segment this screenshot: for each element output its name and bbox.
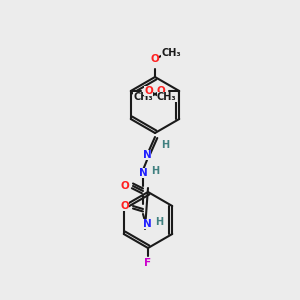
Text: N: N	[142, 219, 152, 229]
Text: H: H	[155, 217, 163, 227]
Text: F: F	[144, 258, 152, 268]
Text: H: H	[151, 166, 159, 176]
Text: H: H	[161, 140, 169, 150]
Text: O: O	[144, 86, 153, 96]
Text: O: O	[151, 54, 159, 64]
Text: O: O	[121, 181, 129, 191]
Text: CH₃: CH₃	[161, 48, 181, 58]
Text: N: N	[142, 150, 152, 160]
Text: CH₃: CH₃	[157, 92, 177, 102]
Text: O: O	[121, 201, 129, 211]
Text: N: N	[139, 168, 147, 178]
Text: CH₃: CH₃	[134, 92, 153, 102]
Text: O: O	[157, 86, 166, 96]
